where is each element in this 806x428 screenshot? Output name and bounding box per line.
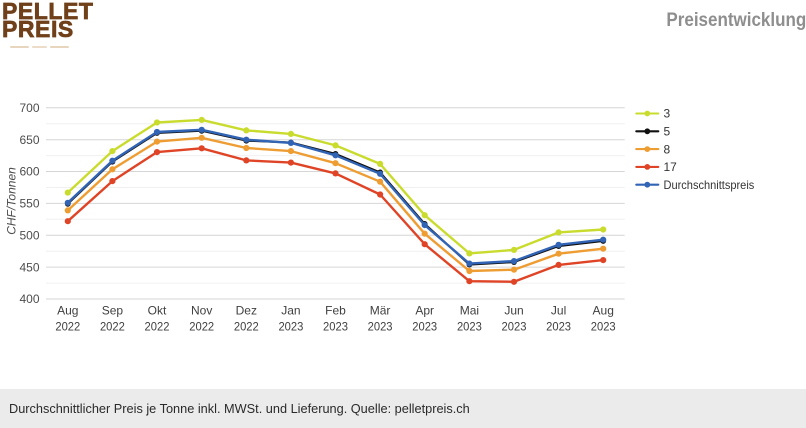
- svg-text:650: 650: [19, 133, 39, 147]
- svg-text:2023: 2023: [457, 320, 482, 334]
- svg-text:2022: 2022: [55, 320, 80, 334]
- svg-text:Sep: Sep: [102, 303, 124, 317]
- svg-text:Jul: Jul: [551, 303, 566, 317]
- svg-text:600: 600: [19, 165, 39, 179]
- svg-text:5: 5: [664, 125, 671, 139]
- svg-text:2023: 2023: [591, 320, 616, 334]
- svg-text:2022: 2022: [100, 320, 125, 334]
- svg-text:550: 550: [19, 197, 39, 211]
- svg-text:Jan: Jan: [281, 303, 300, 317]
- svg-text:8: 8: [664, 142, 671, 156]
- svg-text:Okt: Okt: [148, 303, 167, 317]
- svg-text:3: 3: [664, 107, 671, 121]
- svg-text:2023: 2023: [278, 320, 303, 334]
- svg-text:17: 17: [664, 160, 678, 174]
- svg-text:2023: 2023: [412, 320, 437, 334]
- svg-text:Mär: Mär: [370, 303, 391, 317]
- svg-text:2023: 2023: [368, 320, 393, 334]
- svg-text:2022: 2022: [189, 320, 214, 334]
- svg-text:Aug: Aug: [57, 303, 78, 317]
- svg-text:Apr: Apr: [415, 303, 434, 317]
- svg-text:Dez: Dez: [236, 303, 257, 317]
- svg-text:Durchschnittspreis: Durchschnittspreis: [664, 178, 755, 192]
- svg-text:2023: 2023: [546, 320, 571, 334]
- svg-text:Mai: Mai: [460, 303, 479, 317]
- svg-text:Feb: Feb: [325, 303, 346, 317]
- svg-text:2022: 2022: [234, 320, 259, 334]
- svg-text:500: 500: [19, 229, 39, 243]
- svg-text:700: 700: [19, 101, 39, 115]
- svg-text:Aug: Aug: [593, 303, 614, 317]
- svg-text:Nov: Nov: [191, 303, 212, 317]
- svg-text:Jun: Jun: [504, 303, 523, 317]
- svg-text:2023: 2023: [323, 320, 348, 334]
- svg-text:2022: 2022: [145, 320, 170, 334]
- svg-text:400: 400: [19, 292, 39, 306]
- svg-text:2023: 2023: [502, 320, 527, 334]
- svg-text:450: 450: [19, 260, 39, 274]
- svg-text:CHF/Tonnen: CHF/Tonnen: [5, 167, 19, 235]
